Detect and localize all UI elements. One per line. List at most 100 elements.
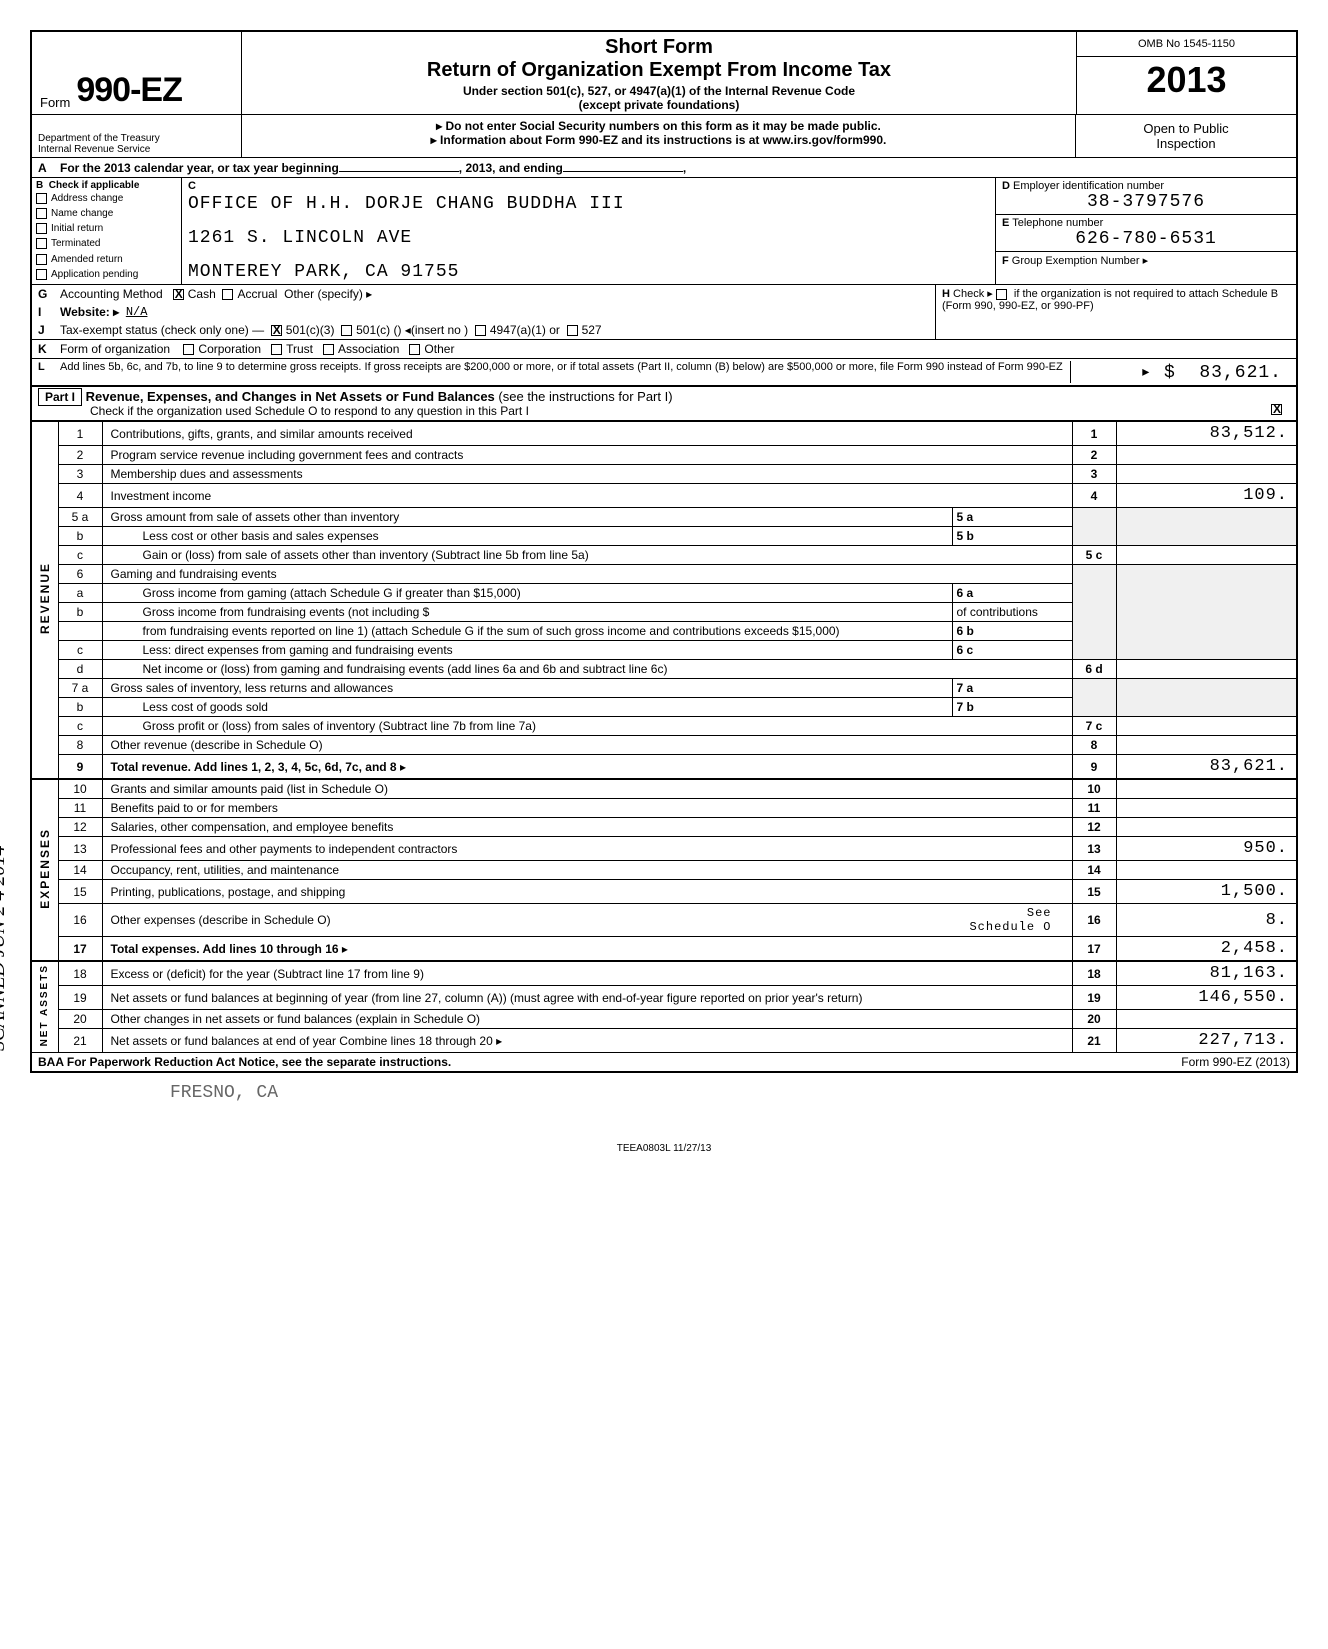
r7-shade-v (1116, 679, 1296, 717)
year-cell: OMB No 1545-1150 2013 (1076, 32, 1296, 114)
r7b-n: b (58, 698, 102, 717)
chk-addr[interactable] (36, 193, 47, 204)
lbl-corp: Corporation (198, 342, 261, 356)
chk-sched-o[interactable] (1271, 404, 1282, 415)
r9-ln: 9 (1072, 755, 1116, 780)
r7-shade (1072, 679, 1116, 717)
r6a-sub: 6 a (957, 586, 974, 600)
row-k: K Form of organization Corporation Trust… (32, 340, 1296, 359)
r5a-n: 5 a (58, 508, 102, 527)
chk-corp[interactable] (183, 344, 194, 355)
r6-n: 6 (58, 565, 102, 584)
r3-v (1116, 465, 1296, 484)
except-line: (except private foundations) (248, 98, 1070, 112)
r5-shade-v (1116, 508, 1296, 546)
n21-d: Net assets or fund balances at end of ye… (111, 1034, 493, 1048)
row-1: REVENUE 1 Contributions, gifts, grants, … (32, 422, 1296, 446)
chk-assoc[interactable] (323, 344, 334, 355)
n18-ln: 18 (1072, 961, 1116, 986)
row-12: 12 Salaries, other compensation, and emp… (32, 818, 1296, 837)
e15-n: 15 (58, 880, 102, 904)
form-ref: Form 990-EZ (2013) (1181, 1055, 1290, 1069)
part1-tag: Part I (38, 388, 82, 406)
chk-trust[interactable] (271, 344, 282, 355)
r4-n: 4 (58, 484, 102, 508)
chk-init[interactable] (36, 223, 47, 234)
lbl-name: Name change (51, 208, 113, 219)
notice-cell: Do not enter Social Security numbers on … (242, 115, 1076, 157)
r8-v (1116, 736, 1296, 755)
i-label: Website: ▸ (60, 305, 119, 319)
lbl-other: Other (specify) ▸ (284, 287, 372, 301)
e11-v (1116, 799, 1296, 818)
lbl-501c: 501(c) ( (356, 323, 397, 337)
chk-accrual[interactable] (222, 289, 233, 300)
n18-n: 18 (58, 961, 102, 986)
open2: Inspection (1080, 136, 1292, 151)
chk-501c[interactable] (341, 325, 352, 336)
e16-d: Other expenses (describe in Schedule O) (111, 913, 331, 927)
fresno-stamp: FRESNO, CA (30, 1083, 1298, 1103)
e16-ln: 16 (1072, 904, 1116, 937)
e15-d: Printing, publications, postage, and shi… (102, 880, 1072, 904)
n20-v (1116, 1010, 1296, 1029)
chk-4947[interactable] (475, 325, 486, 336)
chk-name[interactable] (36, 208, 47, 219)
baa-notice: BAA For Paperwork Reduction Act Notice, … (38, 1055, 451, 1069)
n21-ln: 21 (1072, 1029, 1116, 1053)
lbl-amend: Amended return (51, 254, 123, 265)
letter-b: B (36, 180, 43, 191)
r7a-d: Gross sales of inventory, less returns a… (102, 679, 952, 698)
section-b: B Check if applicable Address change Nam… (32, 178, 1296, 285)
e15-v: 1,500. (1116, 880, 1296, 904)
letter-f: F (1002, 255, 1009, 267)
r6a-d: Gross income from gaming (attach Schedul… (102, 584, 952, 603)
e10-ln: 10 (1072, 779, 1116, 799)
e10-v (1116, 779, 1296, 799)
title-cell: Short Form Return of Organization Exempt… (242, 32, 1076, 114)
a-end: , (683, 161, 686, 175)
r3-d: Membership dues and assessments (102, 465, 1072, 484)
a-blank2 (563, 160, 683, 172)
r3-n: 3 (58, 465, 102, 484)
row-6d: d Net income or (loss) from gaming and f… (32, 660, 1296, 679)
org-addr: 1261 S. LINCOLN AVE (188, 228, 989, 248)
lbl-term: Terminated (51, 239, 100, 250)
chk-527[interactable] (567, 325, 578, 336)
row-15: 15 Printing, publications, postage, and … (32, 880, 1296, 904)
f-arrow (1143, 255, 1149, 267)
r9-n: 9 (58, 755, 102, 780)
r8-ln: 8 (1072, 736, 1116, 755)
chk-cash[interactable] (173, 289, 184, 300)
r6c-n: c (58, 641, 102, 660)
letter-g: G (38, 287, 60, 301)
r5b-n: b (58, 527, 102, 546)
r7a-sub: 7 a (957, 681, 974, 695)
e13-d: Professional fees and other payments to … (102, 837, 1072, 861)
dept-cell: Department of the Treasury Internal Reve… (32, 115, 242, 157)
chk-h[interactable] (996, 289, 1007, 300)
g-label: Accounting Method (60, 287, 163, 301)
chk-kother[interactable] (409, 344, 420, 355)
e10-d: Grants and similar amounts paid (list in… (102, 779, 1072, 799)
omb-number: OMB No 1545-1150 (1077, 32, 1296, 57)
letter-a: A (38, 161, 60, 175)
form-id-cell: Form 990-EZ (32, 32, 242, 114)
r1-ln: 1 (1072, 422, 1116, 446)
h-text1: Check ▸ (953, 288, 993, 300)
e12-v (1116, 818, 1296, 837)
dept-line2: Internal Revenue Service (38, 144, 235, 155)
r2-ln: 2 (1072, 446, 1116, 465)
short-form: Short Form (248, 36, 1070, 59)
chk-term[interactable] (36, 238, 47, 249)
row-18: NET ASSETS 18 Excess or (deficit) for th… (32, 961, 1296, 986)
chk-amend[interactable] (36, 254, 47, 265)
row-5c: c Gain or (loss) from sale of assets oth… (32, 546, 1296, 565)
l-text: Add lines 5b, 6c, and 7b, to line 9 to d… (60, 361, 1063, 373)
e13-n: 13 (58, 837, 102, 861)
chk-501c3[interactable] (271, 325, 282, 336)
row-9: 9 Total revenue. Add lines 1, 2, 3, 4, 5… (32, 755, 1296, 780)
chk-app[interactable] (36, 269, 47, 280)
r7c-ln: 7 c (1072, 717, 1116, 736)
lbl-assoc: Association (338, 342, 399, 356)
